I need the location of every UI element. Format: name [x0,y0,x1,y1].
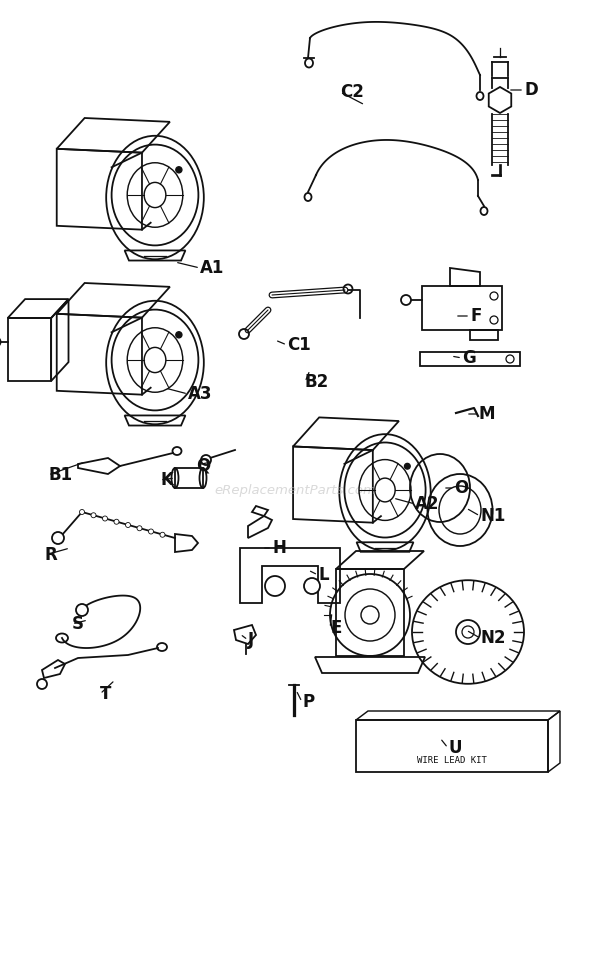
Text: A2: A2 [415,495,440,513]
Text: C2: C2 [340,83,364,101]
Text: eReplacementParts.com: eReplacementParts.com [214,483,376,497]
Circle shape [160,533,165,538]
Circle shape [137,526,142,531]
Text: R: R [45,546,58,564]
Circle shape [304,578,320,594]
Circle shape [149,529,153,534]
Text: WIRE LEAD KIT: WIRE LEAD KIT [417,755,487,765]
Text: D: D [524,81,537,99]
Circle shape [490,316,498,324]
Text: N2: N2 [480,629,506,647]
Circle shape [462,626,474,638]
Text: L: L [318,566,329,584]
Circle shape [490,292,498,300]
Text: C1: C1 [287,336,311,354]
Text: Q: Q [196,456,210,474]
Circle shape [176,331,182,338]
Text: S: S [72,615,84,633]
Circle shape [0,337,1,347]
Text: A3: A3 [188,385,212,403]
Circle shape [265,576,285,596]
Text: K: K [160,471,173,489]
Circle shape [37,679,47,689]
Text: F: F [470,307,481,325]
Text: T: T [100,685,112,703]
Circle shape [91,513,96,518]
Text: P: P [302,693,314,711]
Text: B2: B2 [305,373,329,391]
Text: J: J [248,631,254,649]
Text: G: G [462,349,476,367]
Text: B1: B1 [48,466,72,484]
Circle shape [401,295,411,305]
Circle shape [456,620,480,644]
Circle shape [52,532,64,544]
Circle shape [405,464,410,469]
Circle shape [103,516,107,521]
Text: U: U [448,739,461,757]
Circle shape [80,509,84,514]
Text: A1: A1 [200,259,224,277]
Text: O: O [454,479,468,497]
Circle shape [176,167,182,173]
Circle shape [201,455,211,465]
Circle shape [506,355,514,363]
Text: N1: N1 [480,507,506,525]
Circle shape [114,519,119,524]
Text: E: E [330,619,342,637]
Text: H: H [272,539,286,557]
Circle shape [76,604,88,616]
Circle shape [126,523,130,528]
Text: M: M [479,405,496,423]
